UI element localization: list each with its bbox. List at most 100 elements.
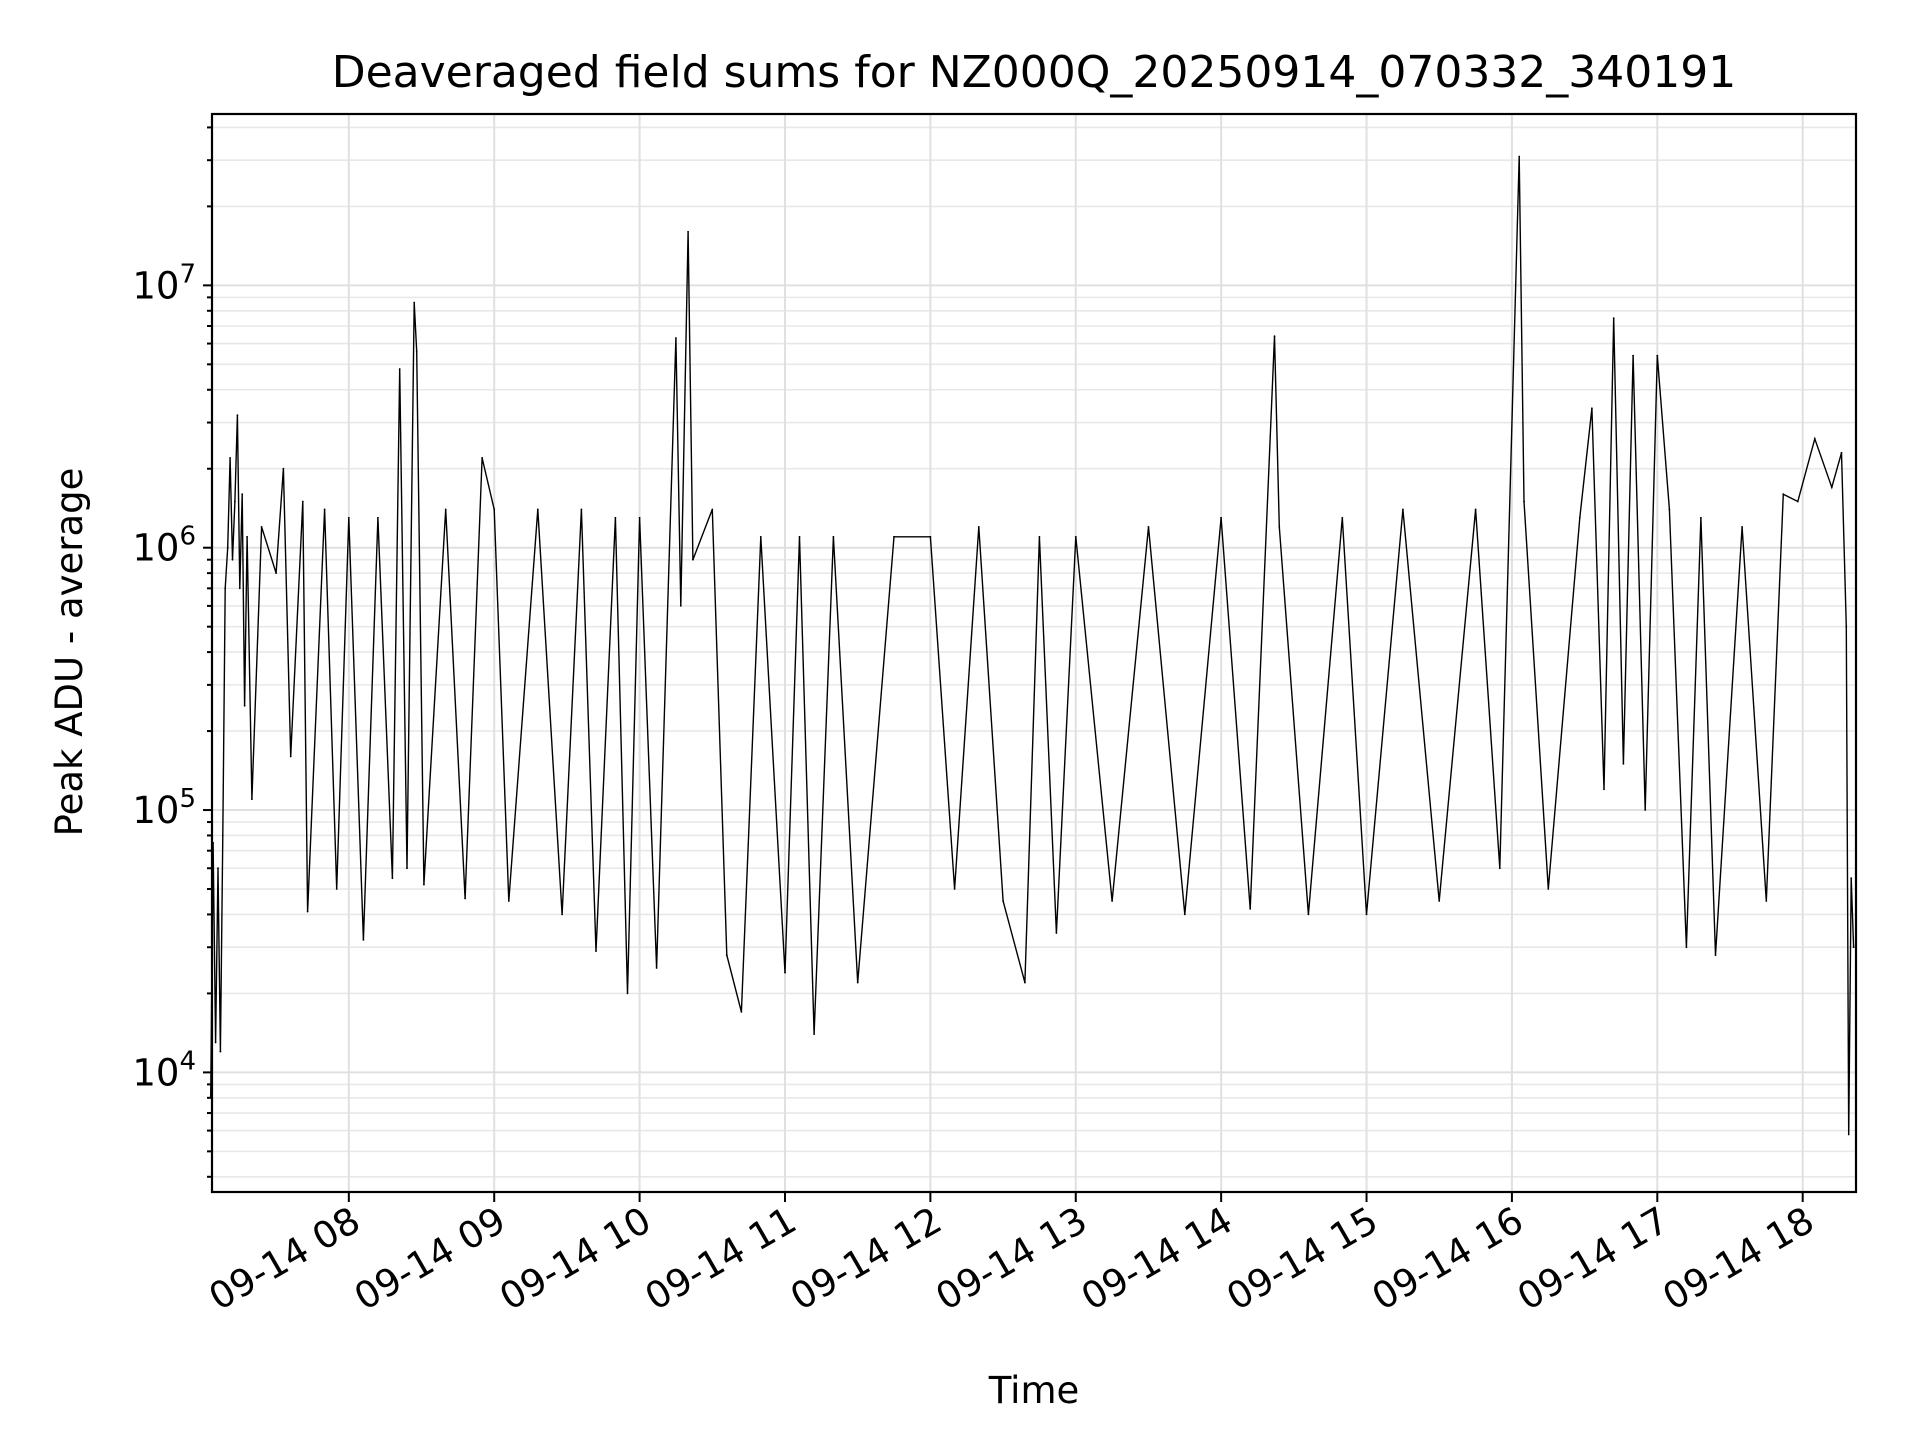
data-point [415, 350, 418, 353]
data-point [1813, 437, 1816, 440]
data-point [638, 516, 641, 519]
data-point [1782, 493, 1785, 496]
data-point [1578, 516, 1581, 519]
data-point [1840, 451, 1843, 454]
data-point [1591, 407, 1593, 410]
data-point [1830, 486, 1833, 489]
data-point [1038, 535, 1041, 538]
data-point [306, 910, 309, 913]
data-point [1622, 763, 1625, 765]
data-point [784, 971, 786, 974]
data-point [1341, 516, 1344, 519]
data-point [675, 337, 677, 339]
data-point [226, 546, 229, 549]
data-point [413, 301, 416, 304]
data-point [335, 888, 338, 890]
x-axis-label: Time [988, 1369, 1080, 1412]
data-point [1852, 946, 1855, 949]
data-point [398, 368, 401, 370]
y-tick-label: 107 [132, 259, 196, 307]
data-point [1850, 877, 1853, 880]
data-point [323, 508, 326, 511]
data-point [929, 535, 932, 538]
grid-layer [212, 114, 1856, 1192]
y-tick-label: 106 [132, 522, 196, 570]
data-point [391, 877, 394, 880]
data-point [464, 897, 466, 900]
data-point [362, 939, 365, 941]
data-point [214, 1041, 217, 1044]
data-point [1183, 913, 1186, 916]
chart-title: Deaveraged field sums for NZ000Q_2025091… [332, 47, 1737, 98]
data-point [1518, 155, 1521, 158]
data-point [1220, 516, 1222, 519]
data-point [725, 954, 728, 956]
data-point [759, 535, 762, 538]
data-point [243, 704, 246, 707]
data-point [1714, 954, 1717, 956]
data-point [289, 755, 292, 758]
data-point [1845, 625, 1848, 628]
data-point [798, 535, 801, 538]
data-point [229, 457, 232, 459]
data-point [1632, 354, 1634, 357]
data-point [1111, 900, 1113, 902]
data-point [224, 587, 227, 590]
data-point [238, 587, 241, 590]
data-point [687, 230, 689, 233]
data-point [1273, 335, 1276, 338]
data-point [692, 558, 694, 561]
data-point [580, 508, 583, 511]
data-point [236, 414, 239, 417]
data-point [1796, 500, 1799, 503]
data-point [231, 558, 234, 561]
data-point [1402, 508, 1404, 511]
data-point [679, 605, 682, 607]
y-axis-label: Peak ADU - average [48, 468, 91, 837]
data-point [1700, 516, 1702, 519]
data-point [1002, 900, 1004, 902]
data-point [275, 572, 277, 574]
data-point [1278, 526, 1281, 528]
data-point [377, 516, 379, 519]
data-point [595, 950, 597, 952]
data-point [1741, 526, 1743, 528]
data-point [832, 535, 835, 538]
data-point [1438, 900, 1441, 902]
data-point [813, 1033, 815, 1035]
data-point [614, 516, 617, 519]
data-point [893, 535, 895, 538]
data-point [1644, 809, 1647, 811]
data-point [1656, 354, 1659, 357]
data-point [217, 867, 219, 870]
data-point [221, 834, 224, 837]
data-point [1024, 981, 1026, 984]
data-point [493, 508, 496, 511]
data-point [1612, 317, 1615, 319]
data-point [953, 888, 956, 890]
data-point [241, 493, 244, 496]
data-point [1603, 788, 1605, 791]
data-point [1249, 908, 1252, 910]
data-point [1685, 946, 1688, 949]
data-point [536, 508, 539, 511]
data-point [1668, 508, 1671, 511]
data-point [1365, 913, 1368, 916]
data-point [251, 798, 253, 801]
series-layer [209, 155, 1855, 1136]
data-point [406, 867, 408, 870]
data-point [655, 967, 658, 969]
data-point [301, 500, 304, 503]
data-point [282, 467, 285, 470]
data-point [1523, 500, 1525, 503]
data-point [856, 981, 859, 984]
data-point [1074, 535, 1077, 538]
data-point [246, 535, 249, 538]
data-point [711, 508, 714, 511]
data-point [626, 992, 629, 995]
data-point [234, 500, 236, 503]
data-point [561, 913, 563, 916]
data-point [1847, 1133, 1850, 1136]
data-point [423, 883, 425, 886]
